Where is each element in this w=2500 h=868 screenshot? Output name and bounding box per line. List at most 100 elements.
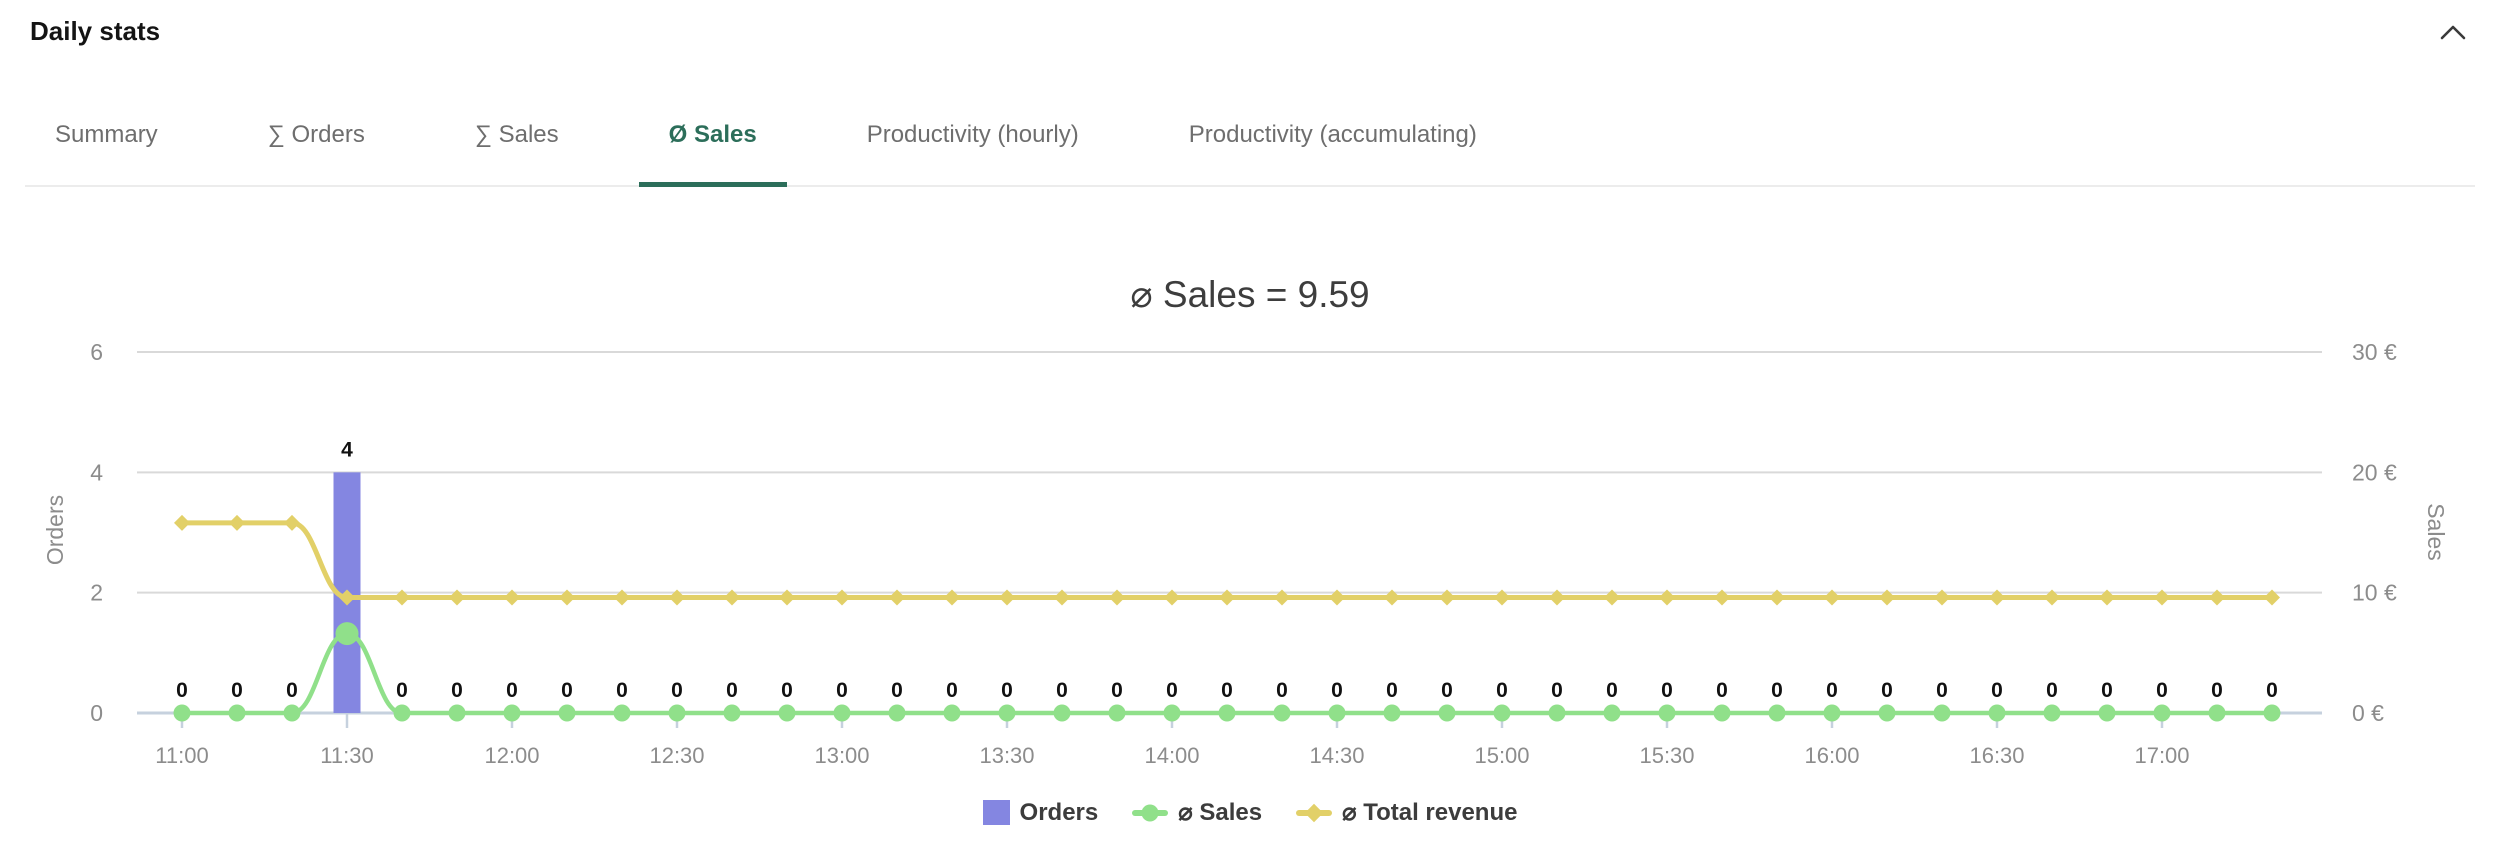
point-marker bbox=[1108, 704, 1126, 722]
data-label: 0 bbox=[2266, 679, 2278, 702]
data-label: 0 bbox=[451, 679, 463, 702]
diamond-marker bbox=[559, 589, 575, 606]
panel-title: Daily stats bbox=[30, 16, 161, 46]
chart-legend: Orders ⌀ Sales ⌀ Total revenue bbox=[0, 798, 2500, 827]
point-marker bbox=[1768, 704, 1786, 722]
diamond-marker bbox=[1714, 589, 1730, 606]
point-marker bbox=[1163, 704, 1181, 722]
diamond-marker bbox=[2044, 589, 2060, 606]
point-marker bbox=[335, 622, 359, 646]
diamond-marker bbox=[614, 589, 630, 606]
data-label: 0 bbox=[946, 679, 958, 702]
tab-summary[interactable]: Summary bbox=[25, 105, 188, 185]
data-labels: 0 0 0 4 0 0 0 0 0 0 0 0 0 0 0 0 0 0 0 0 0 0 0 0 0 0 0 0 0 0 0 0 0 0 0 0 0 0 0 bbox=[176, 438, 2278, 702]
tab-productivity-hourly[interactable]: Productivity (hourly) bbox=[837, 105, 1109, 185]
point-marker bbox=[998, 704, 1016, 722]
data-label: 0 bbox=[1551, 679, 1563, 702]
legend-item-avg-total-revenue[interactable]: ⌀ Total revenue bbox=[1296, 798, 1517, 827]
diamond-marker bbox=[504, 589, 520, 606]
data-label: 0 bbox=[2211, 679, 2223, 702]
x-tick-label: 12:30 bbox=[649, 743, 704, 768]
point-marker bbox=[613, 704, 631, 722]
data-label: 0 bbox=[1771, 679, 1783, 702]
point-marker bbox=[1988, 704, 2006, 722]
diamond-marker bbox=[1439, 589, 1455, 606]
data-label: 0 bbox=[1716, 679, 1728, 702]
left-tick-label: 4 bbox=[90, 459, 103, 485]
data-label: 0 bbox=[396, 679, 408, 702]
right-axis-ticks: 0 € 10 € 20 € 30 € bbox=[2352, 339, 2397, 726]
diamond-marker bbox=[1274, 589, 1290, 606]
diamond-marker bbox=[284, 514, 300, 531]
point-marker bbox=[888, 704, 906, 722]
diamond-marker bbox=[834, 589, 850, 606]
left-tick-label: 0 bbox=[90, 700, 103, 726]
diamond-marker bbox=[1494, 589, 1510, 606]
data-label: 0 bbox=[1441, 679, 1453, 702]
data-label: 0 bbox=[2156, 679, 2168, 702]
diamond-marker bbox=[779, 589, 795, 606]
collapse-panel-button[interactable] bbox=[2434, 18, 2472, 46]
point-marker bbox=[778, 704, 796, 722]
diamond-marker bbox=[2209, 589, 2225, 606]
x-tick-label: 15:00 bbox=[1474, 743, 1529, 768]
point-marker bbox=[448, 704, 466, 722]
point-marker bbox=[1438, 704, 1456, 722]
point-marker bbox=[1548, 704, 1566, 722]
right-axis-title: Sales bbox=[2423, 503, 2449, 561]
data-label: 0 bbox=[671, 679, 683, 702]
legend-marker-avg-sales bbox=[1132, 804, 1169, 821]
point-marker bbox=[833, 704, 851, 722]
legend-label: ⌀ Sales bbox=[1178, 799, 1263, 826]
point-marker bbox=[1878, 704, 1896, 722]
tab-bar: Summary ∑ Orders ∑ Sales Ø Sales Productivit… bbox=[25, 105, 2475, 187]
point-marker bbox=[2263, 704, 2281, 722]
diamond-marker bbox=[1329, 589, 1345, 606]
diamond-marker bbox=[724, 589, 740, 606]
point-marker bbox=[1493, 704, 1511, 722]
tab-productivity-accumulating[interactable]: Productivity (accumulating) bbox=[1159, 105, 1507, 185]
legend-marker-avg-total-revenue bbox=[1296, 803, 1333, 822]
data-label: 0 bbox=[616, 679, 628, 702]
x-tick-label: 17:00 bbox=[2134, 743, 2189, 768]
tab-avg-sales[interactable]: Ø Sales bbox=[638, 105, 787, 187]
legend-item-orders[interactable]: Orders bbox=[982, 798, 1099, 827]
data-label: 0 bbox=[836, 679, 848, 702]
x-tick-label: 15:30 bbox=[1639, 743, 1694, 768]
data-label: 0 bbox=[1331, 679, 1343, 702]
diamond-marker bbox=[944, 589, 960, 606]
point-marker bbox=[2208, 704, 2226, 722]
diamond-marker bbox=[999, 589, 1015, 606]
data-label: 0 bbox=[1221, 679, 1233, 702]
diamond-marker bbox=[1824, 589, 1840, 606]
tab-sum-orders[interactable]: ∑ Orders bbox=[238, 105, 395, 185]
diamond-marker bbox=[1384, 589, 1400, 606]
data-label: 0 bbox=[2101, 679, 2113, 702]
x-tick-label: 14:30 bbox=[1309, 743, 1364, 768]
data-label: 0 bbox=[1111, 679, 1123, 702]
panel-header: Daily stats bbox=[0, 0, 2500, 47]
x-tick-label: 11:00 bbox=[155, 743, 208, 768]
point-marker bbox=[393, 704, 411, 722]
point-marker bbox=[283, 704, 301, 722]
point-marker bbox=[2043, 704, 2061, 722]
x-tick-label: 16:00 bbox=[1804, 743, 1859, 768]
diamond-marker bbox=[1164, 589, 1180, 606]
data-label: 0 bbox=[726, 679, 738, 702]
x-tick-label: 13:30 bbox=[979, 743, 1034, 768]
series-line bbox=[182, 520, 2272, 600]
x-tick-label: 13:00 bbox=[814, 743, 869, 768]
x-tick-label: 16:30 bbox=[1969, 743, 2024, 768]
point-marker bbox=[1933, 704, 1951, 722]
chevron-up-icon bbox=[2440, 25, 2466, 39]
line-series-avg-sales bbox=[173, 622, 2281, 722]
line-series-avg-total-revenue bbox=[174, 514, 2280, 606]
point-marker bbox=[228, 704, 246, 722]
legend-item-avg-sales[interactable]: ⌀ Sales bbox=[1132, 798, 1262, 827]
data-label: 0 bbox=[1386, 679, 1398, 702]
x-tick-label: 12:00 bbox=[484, 743, 539, 768]
x-axis-ticks: 11:00 11:30 12:00 12:30 13:00 13:30 14:00 14:30… bbox=[155, 714, 2190, 768]
legend-label: Orders bbox=[1019, 798, 1099, 826]
point-marker bbox=[1603, 704, 1621, 722]
tab-sum-sales[interactable]: ∑ Sales bbox=[445, 105, 589, 185]
